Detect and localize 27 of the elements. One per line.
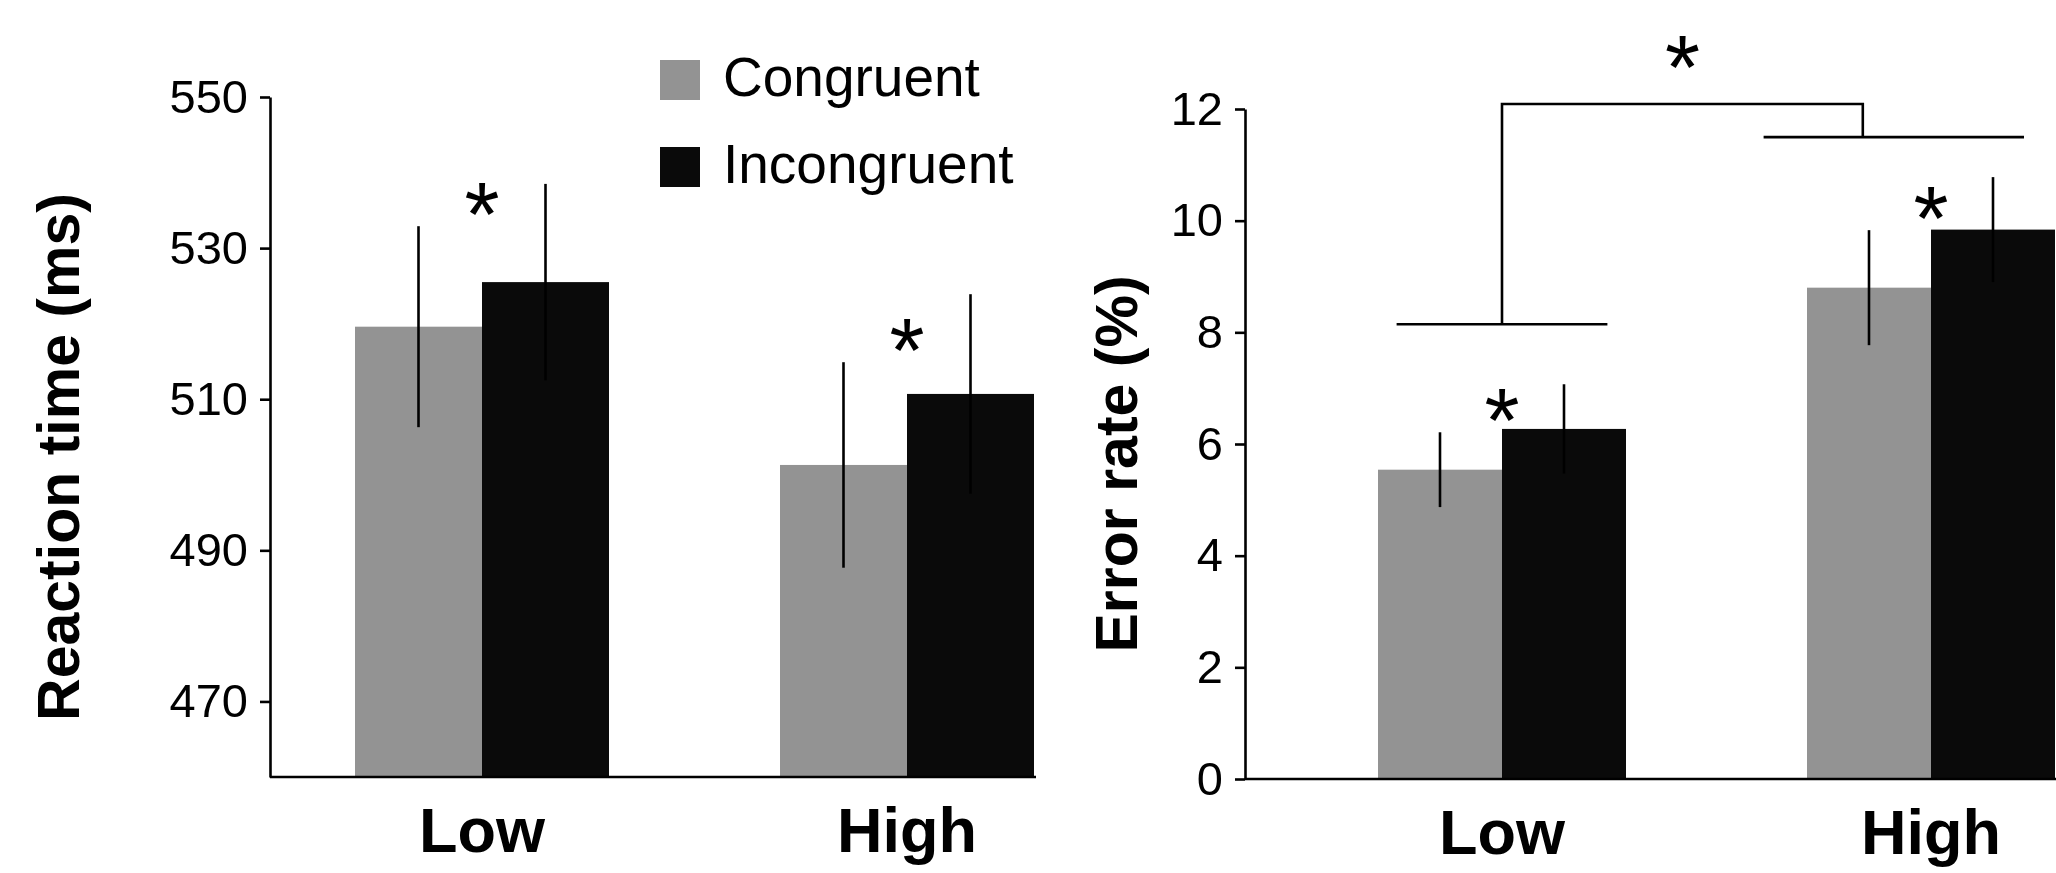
y-tick-label: 10 (1170, 193, 1223, 247)
y-tick-label: 510 (169, 371, 248, 425)
annotation: * (1484, 371, 1520, 472)
bar (1807, 287, 1931, 779)
y-tick-label: 550 (169, 69, 248, 123)
x-tick-label: High (1861, 797, 2001, 867)
annotation: * (464, 165, 500, 266)
x-tick-label: Low (419, 795, 546, 865)
annotation: * (1664, 18, 1700, 118)
bar (1378, 469, 1502, 779)
y-tick-label: 0 (1196, 751, 1223, 805)
annotation: * (889, 301, 925, 402)
y-tick-label: 4 (1196, 528, 1223, 582)
y-tick-label: 2 (1196, 639, 1223, 693)
x-tick-label: Low (1439, 797, 1566, 867)
legend-label: Congruent (723, 46, 980, 108)
y-tick-label: 6 (1196, 416, 1223, 470)
annotation: * (1913, 169, 1949, 270)
legend-label: Incongruent (723, 133, 1014, 195)
y-tick-label: 470 (169, 673, 248, 727)
y-tick-label: 12 (1170, 81, 1223, 135)
y-axis-title: Error rate (%) (1084, 275, 1150, 653)
y-tick-label: 530 (169, 220, 248, 274)
y-tick-label: 8 (1196, 304, 1223, 358)
y-axis-title: Reaction time (ms) (26, 193, 92, 721)
y-tick-label: 490 (169, 522, 248, 576)
x-tick-label: High (837, 795, 977, 865)
